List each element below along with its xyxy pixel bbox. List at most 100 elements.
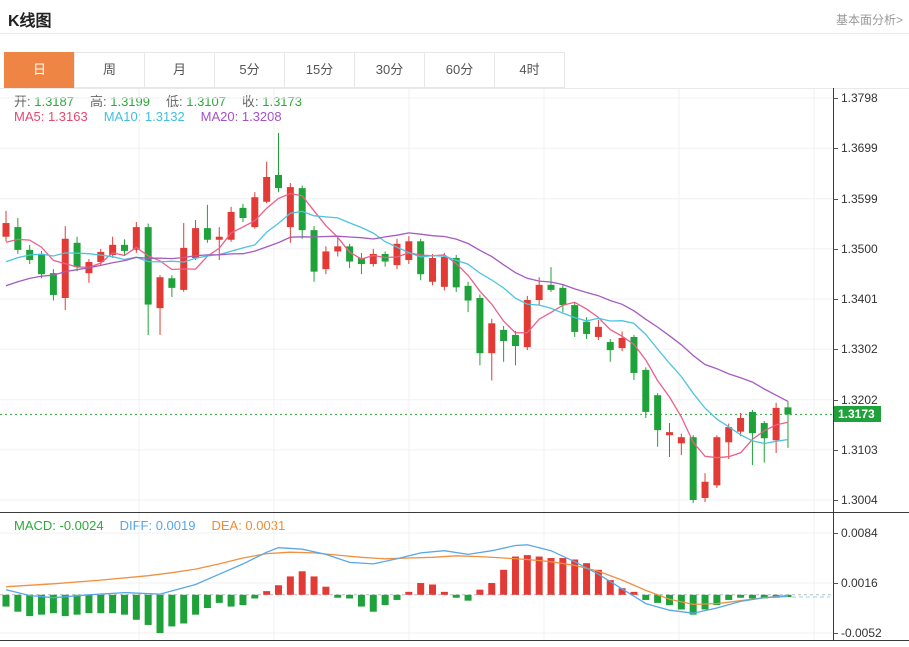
macd-bar: [393, 594, 401, 600]
axis-tick-mark: [833, 500, 838, 501]
candle: [156, 277, 164, 309]
candlestick-chart[interactable]: [0, 88, 833, 512]
candle: [310, 230, 318, 272]
axis-label: 0.0084: [841, 526, 878, 540]
legend-item: DIFF: 0.0019: [119, 518, 196, 533]
macd-bar: [310, 576, 318, 595]
macd-bar: [464, 594, 472, 601]
candle: [665, 432, 673, 436]
candle: [168, 278, 176, 288]
axis-label: 1.3500: [841, 242, 878, 256]
axis-label: 1.3401: [841, 292, 878, 306]
tab-5分[interactable]: 5分: [214, 52, 285, 88]
macd-bar: [357, 594, 365, 607]
macd-bar: [14, 594, 22, 612]
macd-bar: [192, 594, 200, 615]
legend-item: MA5: 1.3163: [14, 109, 88, 124]
macd-bar: [168, 594, 176, 627]
candle: [594, 326, 602, 337]
tab-4时[interactable]: 4时: [494, 52, 565, 88]
macd-bar: [180, 594, 188, 624]
axis-tick-mark: [833, 533, 838, 534]
fundamental-analysis-link[interactable]: 基本面分析>: [835, 13, 903, 27]
macd-bar: [2, 594, 10, 607]
candle: [298, 188, 306, 231]
macd-bar: [405, 591, 413, 595]
legend-item: MACD: -0.0024: [14, 518, 104, 533]
header-divider: [0, 33, 909, 34]
dea-line: [5, 551, 789, 606]
candle: [239, 207, 247, 218]
axis-tick-mark: [833, 199, 838, 200]
macd-bar: [725, 594, 733, 600]
candle: [251, 197, 259, 228]
candle: [144, 227, 152, 305]
macd-bar: [618, 588, 626, 595]
macd-bar: [26, 594, 34, 617]
candle: [38, 254, 46, 275]
tab-30分[interactable]: 30分: [354, 52, 425, 88]
candle: [73, 242, 81, 268]
macd-bar: [642, 594, 650, 600]
tab-月[interactable]: 月: [144, 52, 215, 88]
candle: [571, 305, 579, 332]
candle: [737, 417, 745, 432]
macd-bar: [275, 585, 283, 595]
macd-bar: [251, 594, 259, 599]
macd-bar: [500, 569, 508, 595]
macd-bar: [760, 594, 768, 599]
macd-bar: [701, 594, 709, 610]
macd-bar: [654, 594, 662, 603]
axis-label: 1.3202: [841, 393, 878, 407]
macd-bar: [452, 594, 460, 598]
panel-divider: [0, 512, 909, 513]
candle: [97, 251, 105, 263]
candle: [405, 241, 413, 261]
candle: [369, 253, 377, 265]
candle: [701, 481, 709, 498]
macd-chart[interactable]: [0, 513, 833, 640]
macd-bar: [346, 594, 354, 599]
axis-tick-mark: [833, 249, 838, 250]
axis-label: 1.3004: [841, 493, 878, 507]
axis-label: 0.0016: [841, 576, 878, 590]
candle: [772, 407, 780, 441]
candle: [784, 407, 792, 415]
axis-tick-mark: [833, 400, 838, 401]
candle: [488, 323, 496, 354]
tab-周[interactable]: 周: [74, 52, 145, 88]
candle: [464, 285, 472, 301]
candle: [263, 176, 271, 202]
macd-bar: [334, 594, 342, 598]
tab-日[interactable]: 日: [4, 52, 75, 88]
tab-15分[interactable]: 15分: [284, 52, 355, 88]
candle: [748, 411, 756, 434]
axis-label: -0.0052: [841, 626, 882, 640]
candle: [677, 437, 685, 444]
macd-bar: [748, 594, 756, 599]
macd-bar: [571, 559, 579, 595]
ma-readout: MA5: 1.3163 MA10: 1.3132 MA20: 1.3208: [14, 109, 298, 124]
axis-tick-mark: [833, 98, 838, 99]
axis-tick-mark: [833, 349, 838, 350]
axis-label: 1.3599: [841, 192, 878, 206]
macd-bar: [665, 594, 673, 606]
candle: [583, 321, 591, 334]
candle: [511, 334, 519, 347]
macd-bar: [713, 594, 721, 606]
candle: [630, 336, 638, 373]
macd-bar: [606, 580, 614, 595]
macd-bar: [61, 594, 69, 617]
macd-bar: [144, 594, 152, 625]
macd-bar: [429, 584, 437, 595]
macd-bar: [85, 594, 93, 614]
candle: [275, 174, 283, 189]
tab-60分[interactable]: 60分: [424, 52, 495, 88]
candle: [203, 228, 211, 240]
macd-bar: [73, 594, 81, 615]
axis-tick-mark: [833, 299, 838, 300]
legend-item: MA20: 1.3208: [200, 109, 282, 124]
macd-bar: [286, 576, 294, 595]
candle: [500, 329, 508, 342]
candle: [357, 257, 365, 265]
